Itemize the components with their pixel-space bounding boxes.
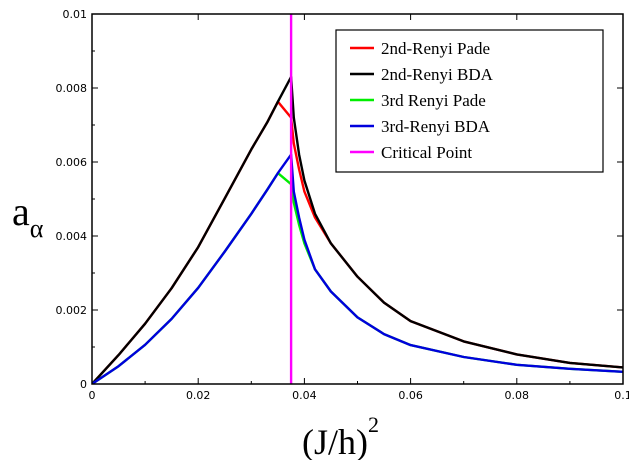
y-tick-label: 0 xyxy=(80,378,87,391)
legend-items: 2nd-Renyi Pade 2nd-Renyi BDA 3rd Renyi Pad… xyxy=(350,39,494,162)
y-tick-label: 0.01 xyxy=(63,8,88,21)
legend-box xyxy=(335,29,604,173)
series-line-2 xyxy=(92,171,623,384)
x-tick-label: 0.06 xyxy=(398,389,423,402)
x-tick-label: 0.04 xyxy=(292,389,317,402)
y-axis-title: aα xyxy=(12,189,44,243)
y-tick-label: 0.002 xyxy=(56,304,88,317)
x-tick-label: 0 xyxy=(89,389,96,402)
x-axis-title: (J/h)2 xyxy=(302,412,379,460)
legend-label-2: 3rd Renyi Pade xyxy=(381,91,486,110)
ticks-layer: 0 0.02 0.04 0.06 0.08 0.1 0 0.002 0.004 0.006 0.00… xyxy=(56,8,629,402)
y-tick-label: 0.004 xyxy=(56,230,88,243)
y-tick-label: 0.006 xyxy=(56,156,88,169)
legend-label-4: Critical Point xyxy=(381,143,472,162)
x-tick-label: 0.1 xyxy=(614,389,629,402)
y-axis-title-subscript: α xyxy=(30,214,44,243)
legend: 2nd-Renyi Pade 2nd-Renyi BDA 3rd Renyi Pad… xyxy=(335,29,604,173)
series-line-1 xyxy=(92,75,623,384)
y-tick-label: 0.008 xyxy=(56,82,88,95)
x-axis-title-main: (J/h) xyxy=(302,422,368,460)
y-axis-title-main: a xyxy=(12,189,30,234)
legend-label-0: 2nd-Renyi Pade xyxy=(381,39,490,58)
legend-label-3: 3rd-Renyi BDA xyxy=(381,117,491,136)
x-tick-label: 0.08 xyxy=(505,389,530,402)
x-axis-title-superscript: 2 xyxy=(368,412,379,437)
series-layer xyxy=(92,14,623,384)
x-tick-label: 0.02 xyxy=(186,389,211,402)
series-line-3 xyxy=(92,153,623,384)
legend-label-1: 2nd-Renyi BDA xyxy=(381,65,494,84)
